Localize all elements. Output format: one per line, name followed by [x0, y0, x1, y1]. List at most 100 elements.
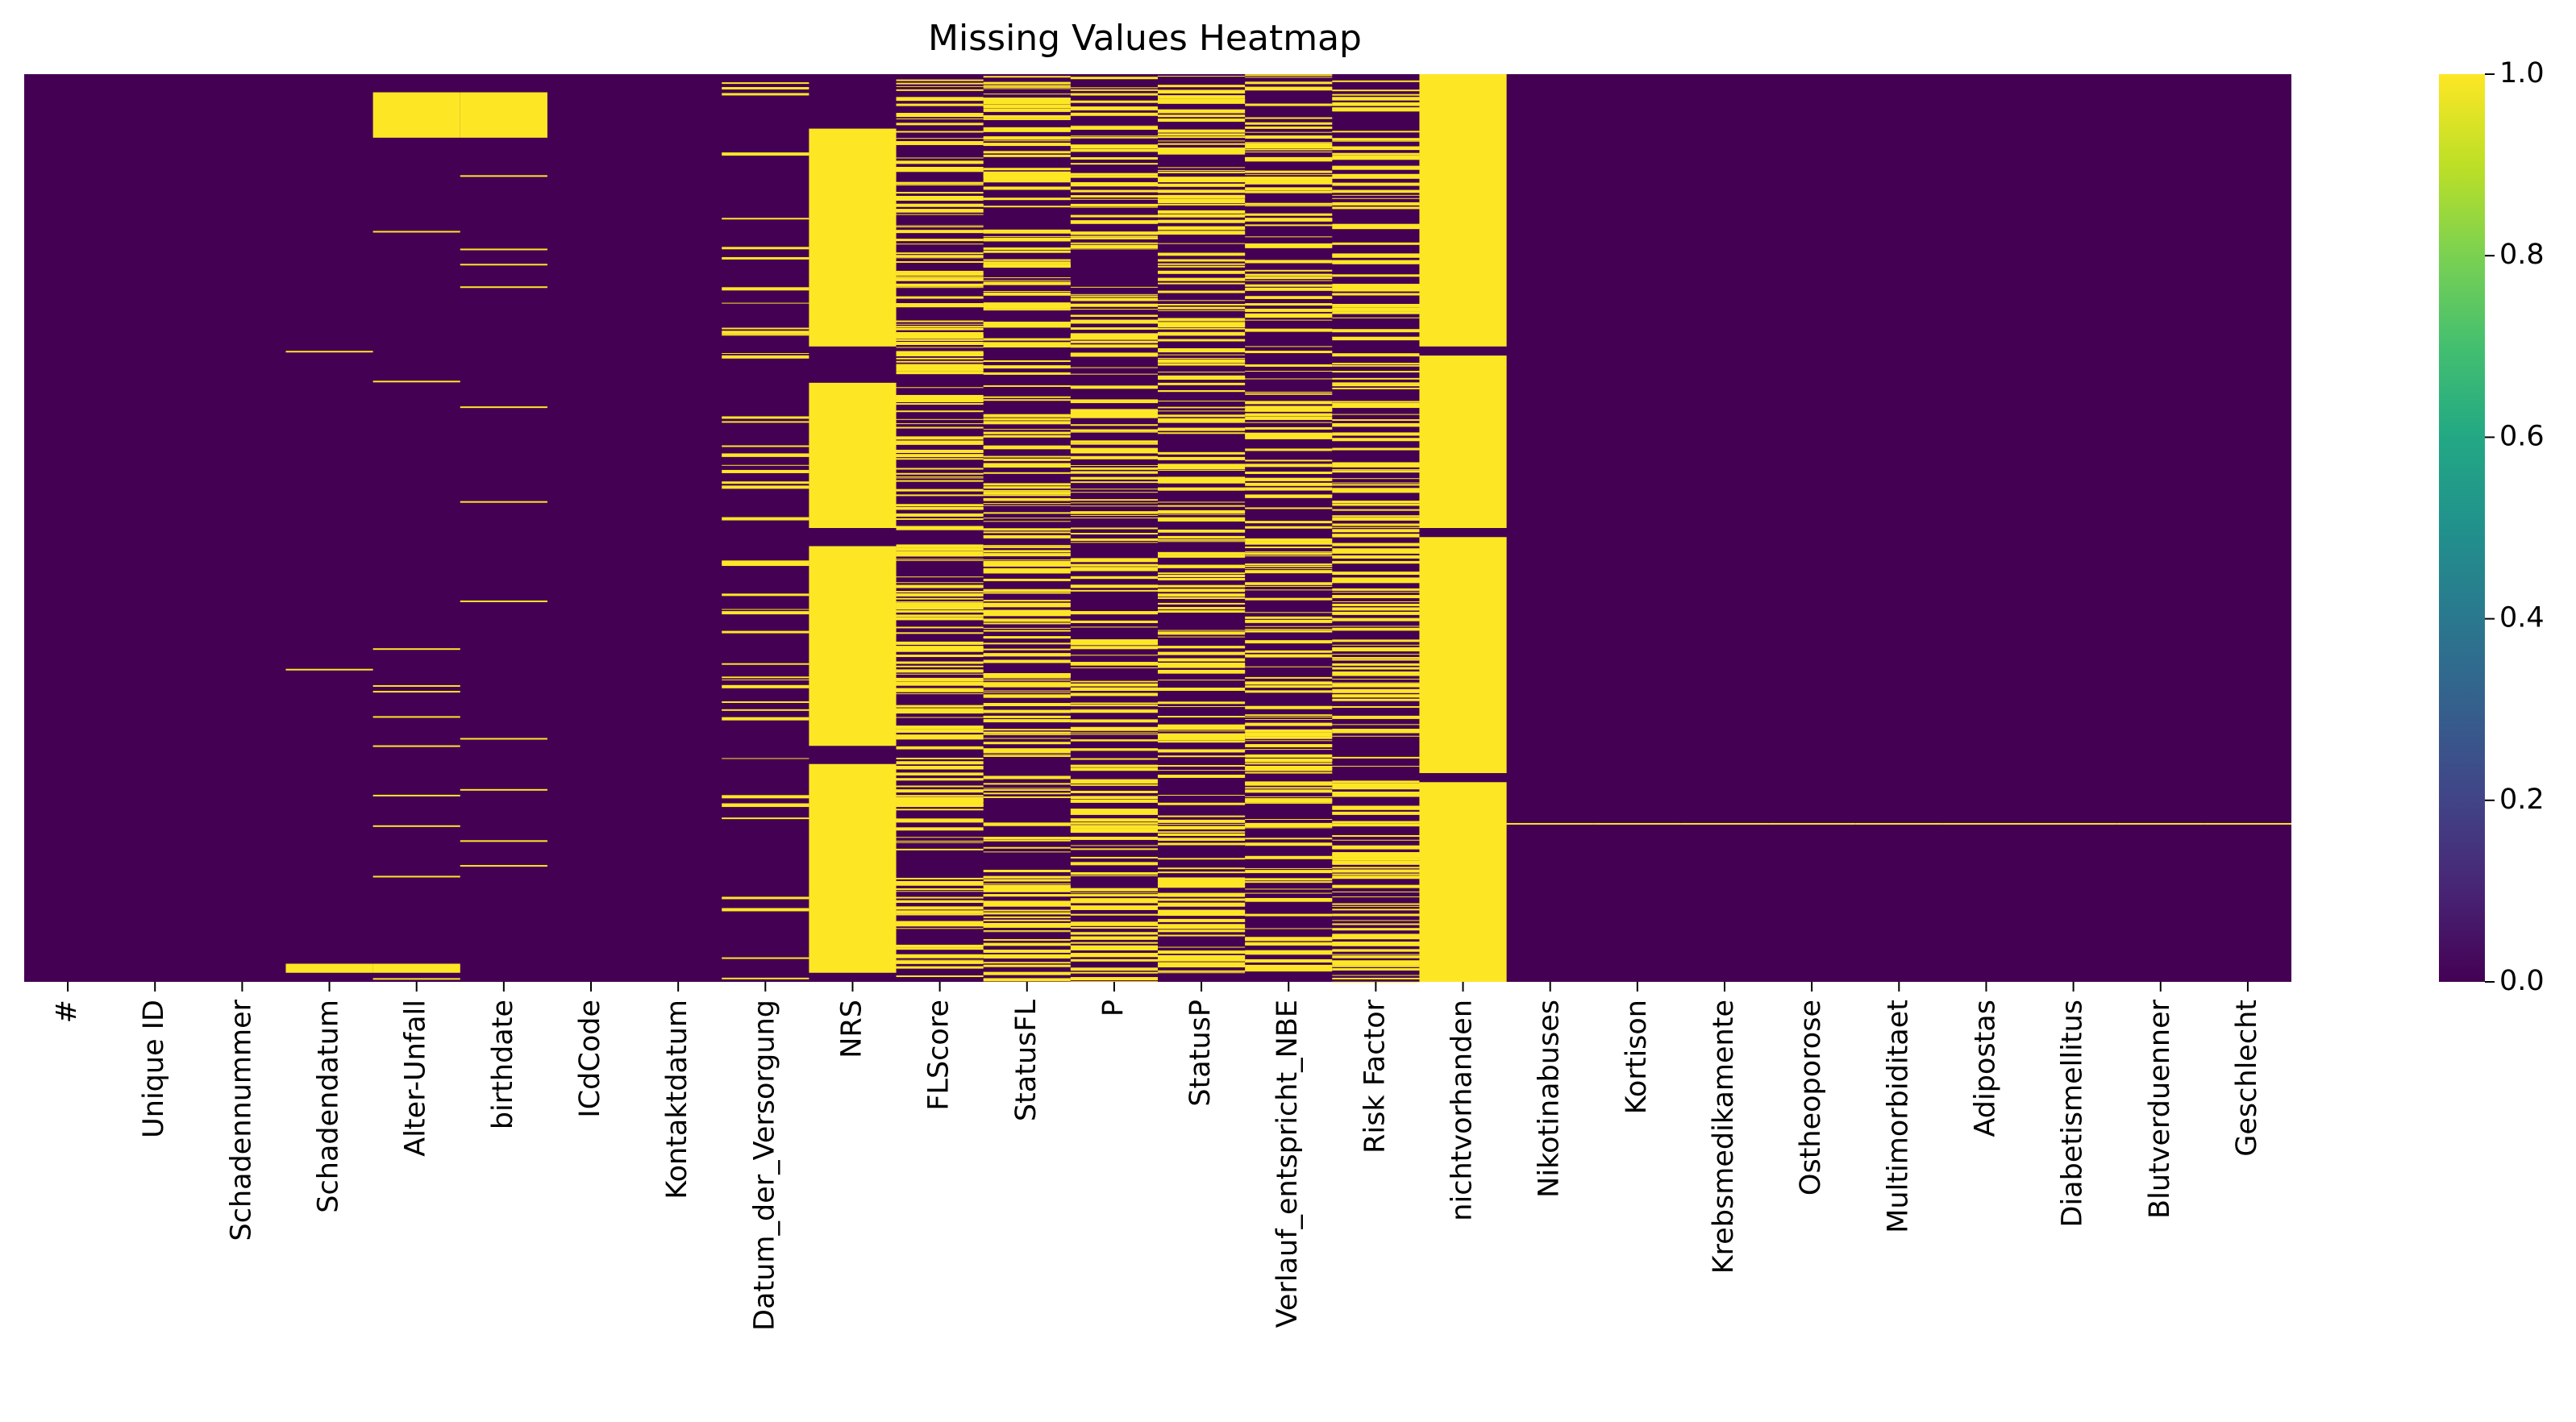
missing-stripe [1245, 287, 1333, 291]
missing-stripe [896, 765, 984, 767]
missing-stripe [1158, 538, 1246, 541]
missing-stripe [1245, 148, 1333, 151]
missing-stripe [1332, 293, 1420, 296]
missing-stripe [1245, 329, 1333, 332]
missing-stripe [896, 472, 984, 475]
missing-stripe [896, 551, 984, 555]
missing-stripe [983, 76, 1071, 78]
missing-stripe [1245, 838, 1333, 840]
missing-stripe [1245, 87, 1333, 91]
missing-stripe [1158, 303, 1246, 306]
missing-stripe [896, 767, 984, 769]
missing-stripe [722, 355, 809, 359]
missing-stripe [1158, 651, 1246, 655]
missing-stripe [1070, 721, 1158, 723]
missing-stripe [1158, 290, 1246, 293]
missing-stripe [896, 966, 984, 969]
missing-stripe [1158, 360, 1246, 363]
missing-stripe [1158, 203, 1246, 206]
missing-stripe [983, 486, 1071, 489]
missing-stripe [1245, 416, 1333, 420]
missing-stripe [1158, 509, 1246, 514]
missing-stripe [372, 716, 460, 718]
missing-stripe [983, 909, 1071, 912]
missing-stripe [722, 817, 809, 820]
missing-stripe [1245, 308, 1333, 312]
missing-stripe [1158, 871, 1246, 874]
missing-stripe [1245, 541, 1333, 545]
missing-stripe [1158, 226, 1246, 230]
missing-stripe [1158, 464, 1246, 467]
missing-stripe [983, 592, 1071, 594]
missing-stripe [1332, 223, 1420, 227]
missing-stripe [983, 971, 1071, 975]
missing-stripe [896, 196, 984, 200]
missing-stripe [896, 118, 984, 120]
missing-stripe [1158, 631, 1246, 635]
missing-stripe [1332, 503, 1420, 506]
missing-stripe [1158, 501, 1246, 503]
missing-stripe [1158, 880, 1246, 884]
missing-stripe [1245, 676, 1333, 679]
missing-stripe [1158, 572, 1246, 575]
missing-stripe [1332, 821, 1420, 823]
missing-stripe [983, 261, 1071, 264]
missing-stripe [1070, 293, 1158, 295]
missing-stripe [983, 562, 1071, 565]
missing-stripe [1158, 955, 1246, 958]
missing-stripe [1332, 682, 1420, 684]
x-tick-label: P [1097, 1000, 1130, 1017]
missing-stripe [285, 668, 373, 671]
missing-stripe [983, 876, 1071, 879]
missing-stripe [1158, 339, 1246, 342]
missing-stripe [1158, 738, 1246, 741]
missing-stripe [1070, 89, 1158, 91]
missing-stripe [896, 410, 984, 413]
missing-stripe [1245, 143, 1333, 145]
missing-stripe [896, 597, 984, 600]
missing-stripe [896, 230, 984, 234]
missing-stripe [1070, 954, 1158, 958]
missing-stripe [1158, 946, 1246, 948]
missing-stripe [1158, 724, 1246, 728]
missing-stripe [896, 705, 984, 708]
missing-stripe [1158, 391, 1246, 393]
missing-stripe [983, 104, 1071, 108]
missing-stripe [722, 331, 809, 335]
missing-stripe [460, 865, 547, 867]
missing-stripe [1070, 512, 1158, 514]
missing-stripe [1332, 595, 1420, 599]
missing-stripe [896, 682, 984, 684]
missing-stripe [896, 504, 984, 507]
missing-stripe [896, 476, 984, 477]
missing-stripe [1070, 626, 1158, 628]
missing-stripe [1158, 101, 1246, 104]
missing-stripe [1245, 582, 1333, 585]
missing-stripe [1332, 254, 1420, 258]
missing-stripe [1245, 156, 1333, 160]
missing-stripe [1245, 913, 1333, 917]
missing-stripe [1245, 181, 1333, 185]
missing-stripe [896, 778, 984, 780]
missing-stripe [1070, 845, 1158, 846]
missing-stripe [1158, 687, 1246, 691]
missing-stripe [896, 888, 984, 890]
missing-stripe [1245, 413, 1333, 417]
missing-stripe [983, 101, 1071, 105]
missing-band [809, 382, 897, 528]
missing-stripe [1158, 893, 1246, 897]
missing-stripe [1070, 136, 1158, 139]
missing-stripe [1245, 296, 1333, 298]
missing-stripe [1158, 950, 1246, 954]
missing-stripe [1332, 784, 1420, 788]
missing-stripe [1158, 263, 1246, 265]
missing-stripe [1245, 827, 1333, 829]
heatmap-column [460, 92, 547, 867]
missing-stripe [1332, 148, 1420, 151]
missing-stripe [722, 485, 809, 489]
missing-stripe [1332, 543, 1420, 547]
missing-stripe [1070, 409, 1158, 413]
missing-stripe [1158, 909, 1246, 913]
missing-stripe [983, 414, 1071, 418]
